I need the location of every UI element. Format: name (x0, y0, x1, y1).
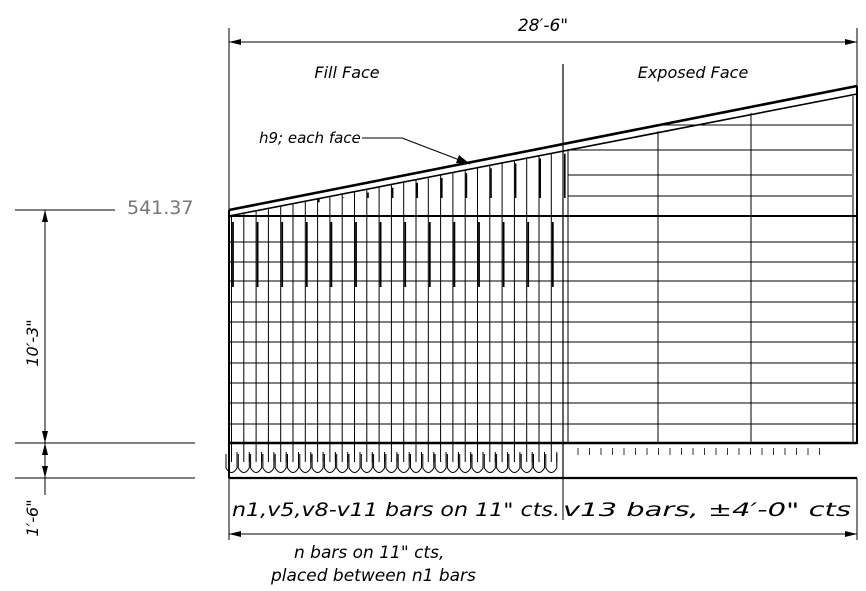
dimension-footing-height: 1′-6" (23, 499, 42, 536)
hook-bar (348, 454, 361, 473)
arrowhead-icon (229, 39, 241, 45)
h9-note: h9; each face (259, 129, 361, 147)
hook-bar (225, 454, 238, 473)
arrowhead-icon (42, 466, 48, 478)
hook-bar (545, 454, 558, 473)
hook-bar (496, 454, 509, 473)
left-bars-note: n1,v5,v8-v11 bars on 11" cts. (232, 499, 560, 521)
hook-bar (410, 454, 422, 473)
arrowhead-icon (42, 431, 48, 443)
hook-bar (520, 454, 533, 473)
hook-bar (250, 454, 263, 473)
h9-leader (362, 137, 471, 165)
footing-bar-ticks (236, 448, 820, 462)
hook-bar (336, 454, 349, 473)
arrowhead-icon (229, 531, 241, 537)
wall-height-dimension (15, 210, 195, 495)
n-bars-dimension (228, 478, 858, 540)
overall-width-dimension: 28′-6" (228, 16, 858, 214)
dimension-wall-height: 10′-3" (23, 319, 42, 366)
arrowhead-icon (845, 39, 857, 45)
hook-bar (508, 454, 521, 473)
fill-face-label: Fill Face (314, 63, 379, 82)
fill-face-vertical-bars (231, 153, 552, 462)
dimension-overall-width: 28′-6" (518, 16, 568, 36)
hook-bar (299, 454, 312, 473)
arrowhead-icon (42, 443, 48, 455)
arrowhead-icon (845, 531, 857, 537)
hook-bar (459, 454, 472, 473)
hook-bar (483, 454, 496, 473)
hook-bar (422, 454, 435, 473)
n-bars-note-line2: placed between n1 bars (270, 566, 476, 586)
hook-bar (311, 454, 324, 473)
hooked-bar-ends (225, 454, 558, 473)
arrowhead-icon (42, 210, 48, 222)
horizontal-bars (229, 124, 857, 425)
hook-bar (287, 454, 299, 473)
hook-bar (397, 454, 410, 473)
hook-bar (237, 454, 250, 473)
hook-bar (385, 454, 398, 473)
hook-bar (274, 454, 287, 473)
arrowhead-icon (456, 155, 470, 164)
n-bars-note-line1: n bars on 11" cts, (294, 543, 444, 563)
hook-bar (471, 454, 484, 473)
fill-face-short-bars (232, 153, 566, 287)
exposed-face-label: Exposed Face (638, 63, 749, 82)
hook-bar (446, 454, 459, 473)
right-bars-note: v13 bars, ±4′-0" cts (563, 499, 851, 521)
hook-bar (360, 454, 373, 473)
exposed-face-vertical-bars (567, 96, 854, 443)
elevation-label: 541.37 (127, 197, 193, 219)
hook-bar (323, 454, 336, 473)
wall-outline (228, 84, 858, 480)
hook-bar (373, 454, 386, 473)
hook-bar (533, 454, 545, 473)
hook-bar (434, 454, 447, 473)
hook-bar (262, 454, 275, 473)
